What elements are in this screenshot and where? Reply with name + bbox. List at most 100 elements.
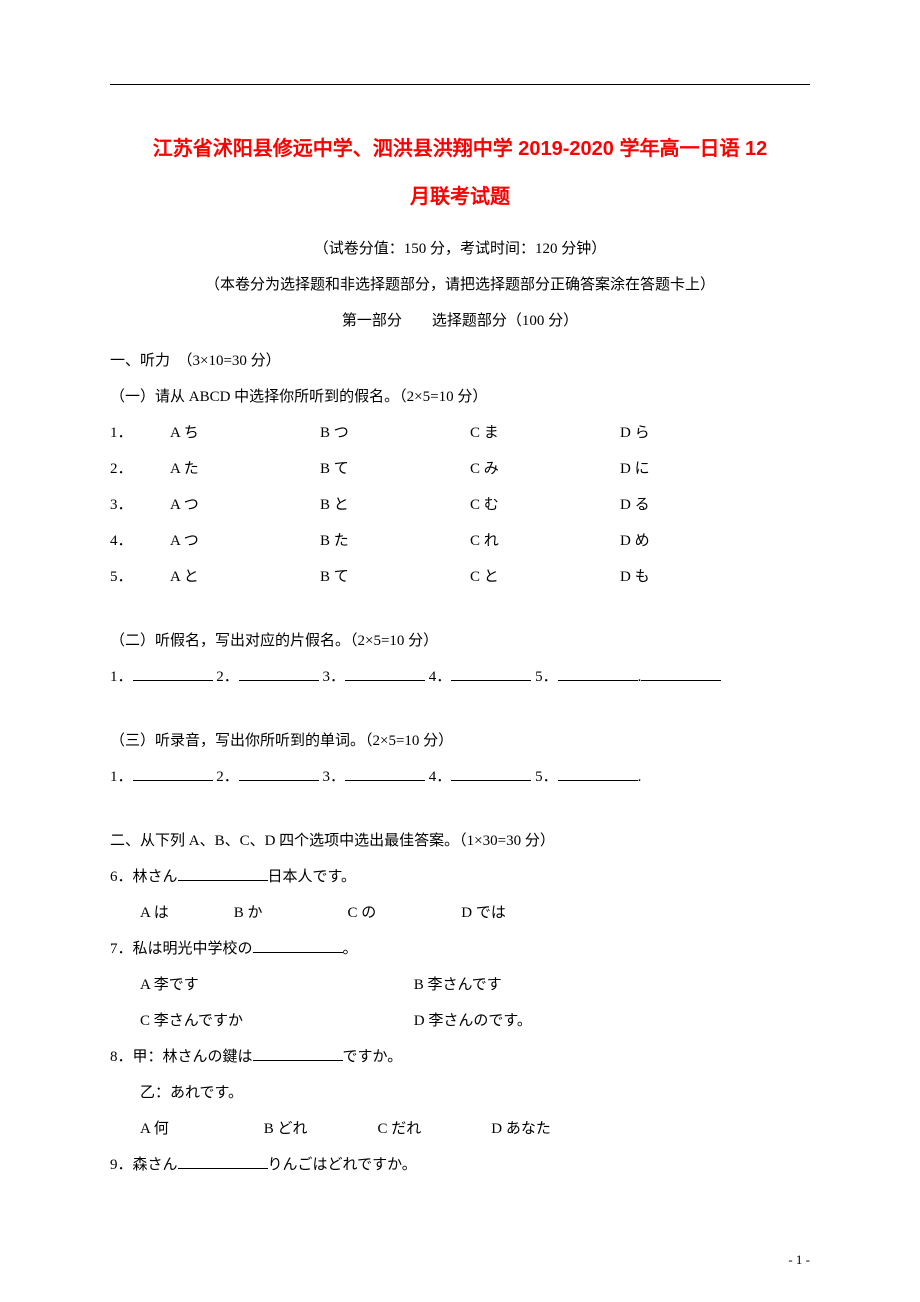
q9-stem: 9．森さん りんごはどれですか。 bbox=[110, 1147, 810, 1183]
dot: . bbox=[638, 769, 642, 785]
fill-2-label: 2． bbox=[216, 769, 239, 785]
q8-pre: 8．甲：林さんの鍵は bbox=[110, 1049, 253, 1065]
opt-a: A ち bbox=[170, 415, 320, 451]
row-num: 4． bbox=[110, 523, 170, 559]
fill-4-label: 4． bbox=[429, 769, 452, 785]
part1-header: 第一部分 选择题部分（100 分） bbox=[110, 303, 810, 339]
listen-row-4: 4． A つ B た C れ D め bbox=[110, 523, 810, 559]
q6-options: A は B か C の D では bbox=[110, 895, 810, 931]
blank bbox=[345, 766, 425, 781]
q8-d: D あなた bbox=[491, 1111, 551, 1147]
opt-c: C れ bbox=[470, 523, 620, 559]
meta-instructions: （本卷分为选择题和非选择题部分，请把选择题部分正确答案涂在答题卡上） bbox=[110, 267, 810, 303]
listen-row-5: 5． A と B て C と D も bbox=[110, 559, 810, 595]
blank bbox=[451, 666, 531, 681]
listen-row-3: 3． A つ B と C む D る bbox=[110, 487, 810, 523]
spacer bbox=[110, 595, 810, 623]
q7-options-row1: A 李です B 李さんです bbox=[110, 967, 810, 1003]
blank bbox=[253, 938, 343, 953]
blank bbox=[345, 666, 425, 681]
fill-row-words: 1． 2． 3． 4． 5．. bbox=[110, 759, 810, 795]
q6-c: C の bbox=[348, 895, 458, 931]
blank bbox=[239, 666, 319, 681]
q8-post: ですか。 bbox=[343, 1049, 403, 1065]
opt-b: B て bbox=[320, 451, 470, 487]
q7-stem: 7．私は明光中学校の 。 bbox=[110, 931, 810, 967]
fill-1-label: 1． bbox=[110, 669, 133, 685]
fill-5-label: 5． bbox=[535, 669, 558, 685]
section1-header: 一、听力 （3×10=30 分） bbox=[110, 343, 810, 379]
opt-c: C み bbox=[470, 451, 620, 487]
q6-b: B か bbox=[234, 895, 344, 931]
row-num: 5． bbox=[110, 559, 170, 595]
spacer bbox=[110, 695, 810, 723]
spacer bbox=[110, 795, 810, 823]
opt-d: D も bbox=[620, 559, 770, 595]
page-container: 江苏省沭阳县修远中学、泗洪县洪翔中学 2019-2020 学年高一日语 12 月… bbox=[0, 0, 920, 1223]
q6-d: D では bbox=[461, 895, 506, 931]
q7-post: 。 bbox=[343, 941, 358, 957]
fill-5-label: 5． bbox=[535, 769, 558, 785]
title-line-2: 月联考试题 bbox=[110, 173, 810, 221]
q7-c: C 李さんですか bbox=[140, 1003, 410, 1039]
q8-c: C だれ bbox=[378, 1111, 488, 1147]
q9-post: りんごはどれですか。 bbox=[268, 1157, 417, 1173]
blank bbox=[178, 1154, 268, 1169]
section1-sub2: （二）听假名，写出对应的片假名。（2×5=10 分） bbox=[110, 623, 810, 659]
opt-c: C ま bbox=[470, 415, 620, 451]
opt-c: C と bbox=[470, 559, 620, 595]
blank bbox=[451, 766, 531, 781]
row-num: 3． bbox=[110, 487, 170, 523]
blank bbox=[558, 766, 638, 781]
opt-d: D る bbox=[620, 487, 770, 523]
q8-line2: 乙：あれです。 bbox=[110, 1075, 810, 1111]
opt-b: B つ bbox=[320, 415, 470, 451]
opt-d: D に bbox=[620, 451, 770, 487]
listen-row-1: 1． A ち B つ C ま D ら bbox=[110, 415, 810, 451]
q8-a: A 何 bbox=[140, 1111, 260, 1147]
blank bbox=[253, 1046, 343, 1061]
opt-a: A つ bbox=[170, 487, 320, 523]
q8-b: B どれ bbox=[264, 1111, 374, 1147]
fill-2-label: 2． bbox=[216, 669, 239, 685]
opt-c: C む bbox=[470, 487, 620, 523]
q6-post: 日本人です。 bbox=[268, 869, 357, 885]
q7-options-row2: C 李さんですか D 李さんのです。 bbox=[110, 1003, 810, 1039]
top-horizontal-rule bbox=[110, 84, 810, 85]
q8-stem: 8．甲：林さんの鍵は ですか。 bbox=[110, 1039, 810, 1075]
opt-a: A つ bbox=[170, 523, 320, 559]
opt-d: D ら bbox=[620, 415, 770, 451]
fill-1-label: 1． bbox=[110, 769, 133, 785]
page-number: - 1 - bbox=[788, 1252, 810, 1268]
q8-options: A 何 B どれ C だれ D あなた bbox=[110, 1111, 810, 1147]
exam-title: 江苏省沭阳县修远中学、泗洪县洪翔中学 2019-2020 学年高一日语 12 月… bbox=[110, 125, 810, 221]
opt-b: B て bbox=[320, 559, 470, 595]
section1-sub1: （一）请从 ABCD 中选择你所听到的假名。（2×5=10 分） bbox=[110, 379, 810, 415]
opt-a: A た bbox=[170, 451, 320, 487]
blank bbox=[641, 666, 721, 681]
blank bbox=[178, 866, 268, 881]
fill-4-label: 4． bbox=[429, 669, 452, 685]
opt-d: D め bbox=[620, 523, 770, 559]
q6-a: A は bbox=[140, 895, 230, 931]
blank bbox=[133, 666, 213, 681]
opt-b: B と bbox=[320, 487, 470, 523]
blank bbox=[239, 766, 319, 781]
opt-b: B た bbox=[320, 523, 470, 559]
q7-a: A 李です bbox=[140, 967, 410, 1003]
title-line-1: 江苏省沭阳县修远中学、泗洪县洪翔中学 2019-2020 学年高一日语 12 bbox=[110, 125, 810, 173]
listen-row-2: 2． A た B て C み D に bbox=[110, 451, 810, 487]
row-num: 1． bbox=[110, 415, 170, 451]
blank bbox=[558, 666, 638, 681]
section1-sub3: （三）听录音，写出你所听到的单词。（2×5=10 分） bbox=[110, 723, 810, 759]
fill-3-label: 3． bbox=[323, 669, 346, 685]
q7-pre: 7．私は明光中学校の bbox=[110, 941, 253, 957]
section2-header: 二、从下列 A、B、C、D 四个选项中选出最佳答案。（1×30=30 分） bbox=[110, 823, 810, 859]
fill-row-katakana: 1． 2． 3． 4． 5．. bbox=[110, 659, 810, 695]
opt-a: A と bbox=[170, 559, 320, 595]
q9-pre: 9．森さん bbox=[110, 1157, 178, 1173]
fill-3-label: 3． bbox=[323, 769, 346, 785]
q6-pre: 6．林さん bbox=[110, 869, 178, 885]
meta-score-time: （试卷分值：150 分，考试时间：120 分钟） bbox=[110, 231, 810, 267]
blank bbox=[133, 766, 213, 781]
